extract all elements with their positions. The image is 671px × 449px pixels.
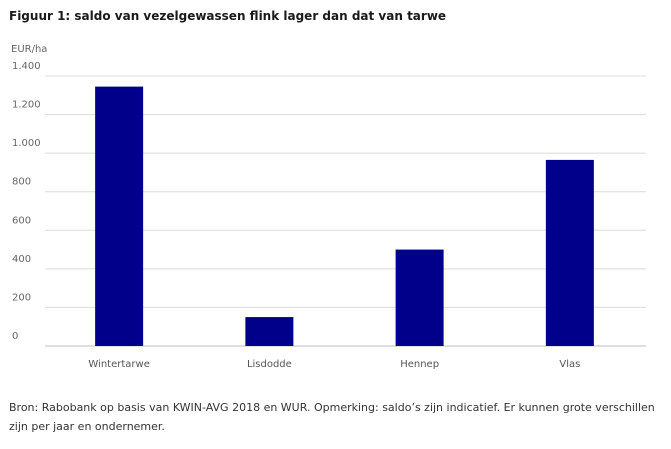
y-tick-label: 1.400 xyxy=(12,61,41,72)
y-tick-label: 800 xyxy=(12,177,31,188)
category-label-lisdodde: Lisdodde xyxy=(247,359,292,370)
source-note: Bron: Rabobank op basis van KWIN-AVG 201… xyxy=(9,401,655,433)
category-label-wintertarwe: Wintertarwe xyxy=(88,359,149,370)
grid-lines xyxy=(45,75,646,347)
bars xyxy=(95,86,594,346)
chart-title: Figuur 1: saldo van vezelgewassen flink … xyxy=(9,9,447,23)
y-axis-label: EUR/ha xyxy=(11,44,47,55)
bar-vlas xyxy=(545,159,594,346)
y-tick-label: 1.200 xyxy=(12,100,41,111)
y-tick-label: 200 xyxy=(12,292,31,303)
bar-chart: EUR/ha 0 200 400 600 800 1.000 1.200 1.400 Wint… xyxy=(11,44,646,370)
category-label-vlas: Vlas xyxy=(559,359,580,370)
bar-lisdodde xyxy=(245,317,294,346)
y-tick-label: 400 xyxy=(12,254,31,265)
y-tick-labels: 0 200 400 600 800 1.000 1.200 1.400 xyxy=(12,61,41,342)
y-tick-label: 0 xyxy=(12,331,18,342)
category-label-hennep: Hennep xyxy=(400,359,439,370)
bar-hennep xyxy=(395,249,444,346)
bar-wintertarwe xyxy=(95,86,144,346)
y-tick-label: 1.000 xyxy=(12,138,41,149)
category-labels: Wintertarwe Lisdodde Hennep Vlas xyxy=(88,359,580,370)
y-tick-label: 600 xyxy=(12,215,31,226)
